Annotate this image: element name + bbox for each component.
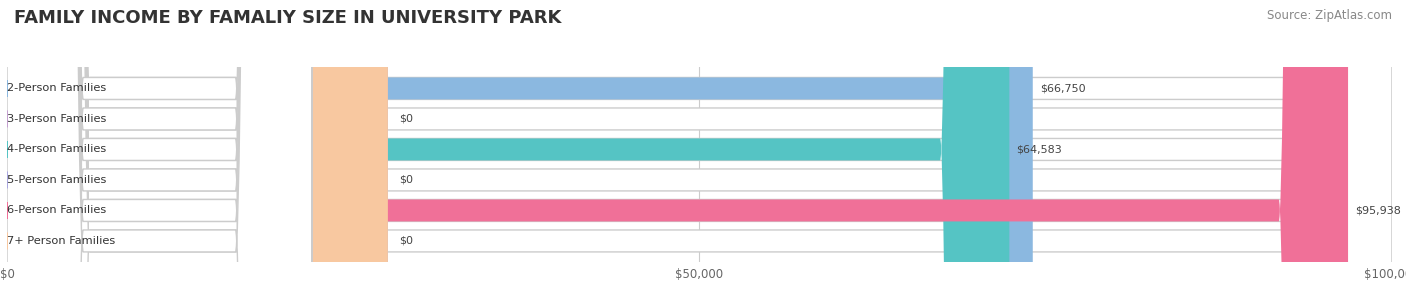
Text: 5-Person Families: 5-Person Families (7, 175, 107, 185)
FancyBboxPatch shape (7, 0, 312, 305)
Text: $66,750: $66,750 (1039, 84, 1085, 93)
Text: Source: ZipAtlas.com: Source: ZipAtlas.com (1267, 9, 1392, 22)
FancyBboxPatch shape (7, 0, 1392, 305)
FancyBboxPatch shape (312, 0, 388, 305)
FancyBboxPatch shape (7, 0, 1392, 305)
Text: 7+ Person Families: 7+ Person Families (7, 236, 115, 246)
FancyBboxPatch shape (312, 0, 1348, 305)
FancyBboxPatch shape (312, 0, 388, 305)
Text: $95,938: $95,938 (1355, 206, 1400, 215)
FancyBboxPatch shape (7, 0, 312, 305)
Text: FAMILY INCOME BY FAMALIY SIZE IN UNIVERSITY PARK: FAMILY INCOME BY FAMALIY SIZE IN UNIVERS… (14, 9, 561, 27)
FancyBboxPatch shape (7, 0, 312, 305)
FancyBboxPatch shape (7, 0, 1392, 305)
Text: $0: $0 (399, 175, 413, 185)
FancyBboxPatch shape (7, 0, 312, 305)
FancyBboxPatch shape (7, 0, 312, 305)
FancyBboxPatch shape (7, 0, 1392, 305)
FancyBboxPatch shape (7, 0, 1392, 305)
FancyBboxPatch shape (7, 0, 1392, 305)
Text: $0: $0 (399, 114, 413, 124)
Text: $0: $0 (399, 236, 413, 246)
Text: 4-Person Families: 4-Person Families (7, 145, 107, 154)
Text: $64,583: $64,583 (1017, 145, 1062, 154)
Text: 2-Person Families: 2-Person Families (7, 84, 107, 93)
Text: 3-Person Families: 3-Person Families (7, 114, 107, 124)
FancyBboxPatch shape (312, 0, 388, 305)
Text: 6-Person Families: 6-Person Families (7, 206, 107, 215)
FancyBboxPatch shape (7, 0, 312, 305)
FancyBboxPatch shape (312, 0, 1033, 305)
FancyBboxPatch shape (312, 0, 1010, 305)
